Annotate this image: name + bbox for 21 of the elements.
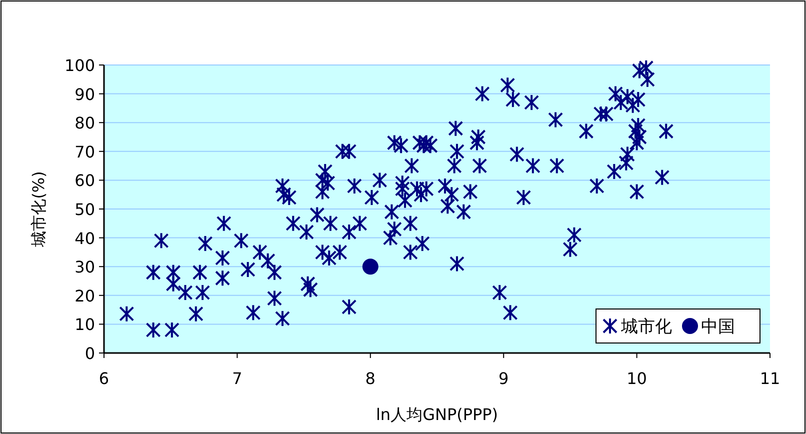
y-tick-label: 10 bbox=[74, 315, 95, 334]
y-tick-label: 70 bbox=[74, 142, 95, 162]
y-tick-label: 50 bbox=[74, 200, 95, 219]
x-tick-label: 11 bbox=[760, 369, 780, 388]
x-tick-label: 9 bbox=[498, 369, 509, 388]
x-tick-label: 7 bbox=[232, 369, 242, 388]
x-tick-label: 6 bbox=[98, 369, 110, 388]
x-axis-title: ln人均GNP(PPP) bbox=[376, 405, 498, 424]
y-tick-label: 90 bbox=[74, 84, 95, 104]
y-tick-label: 0 bbox=[84, 344, 95, 363]
x-tick-label: 8 bbox=[365, 369, 376, 388]
y-tick-label: 80 bbox=[74, 114, 95, 133]
legend-label: 城市化 bbox=[620, 317, 672, 337]
x-tick-label: 10 bbox=[626, 369, 647, 388]
y-tick-label: 40 bbox=[74, 228, 95, 248]
y-axis-title: 城市化(%) bbox=[29, 171, 48, 248]
y-tick-label: 30 bbox=[74, 258, 95, 277]
y-tick-label: 20 bbox=[74, 286, 95, 306]
y-tick-label: 60 bbox=[74, 171, 95, 190]
y-tick-label: 100 bbox=[64, 56, 95, 75]
legend-label: 中国 bbox=[701, 317, 735, 337]
